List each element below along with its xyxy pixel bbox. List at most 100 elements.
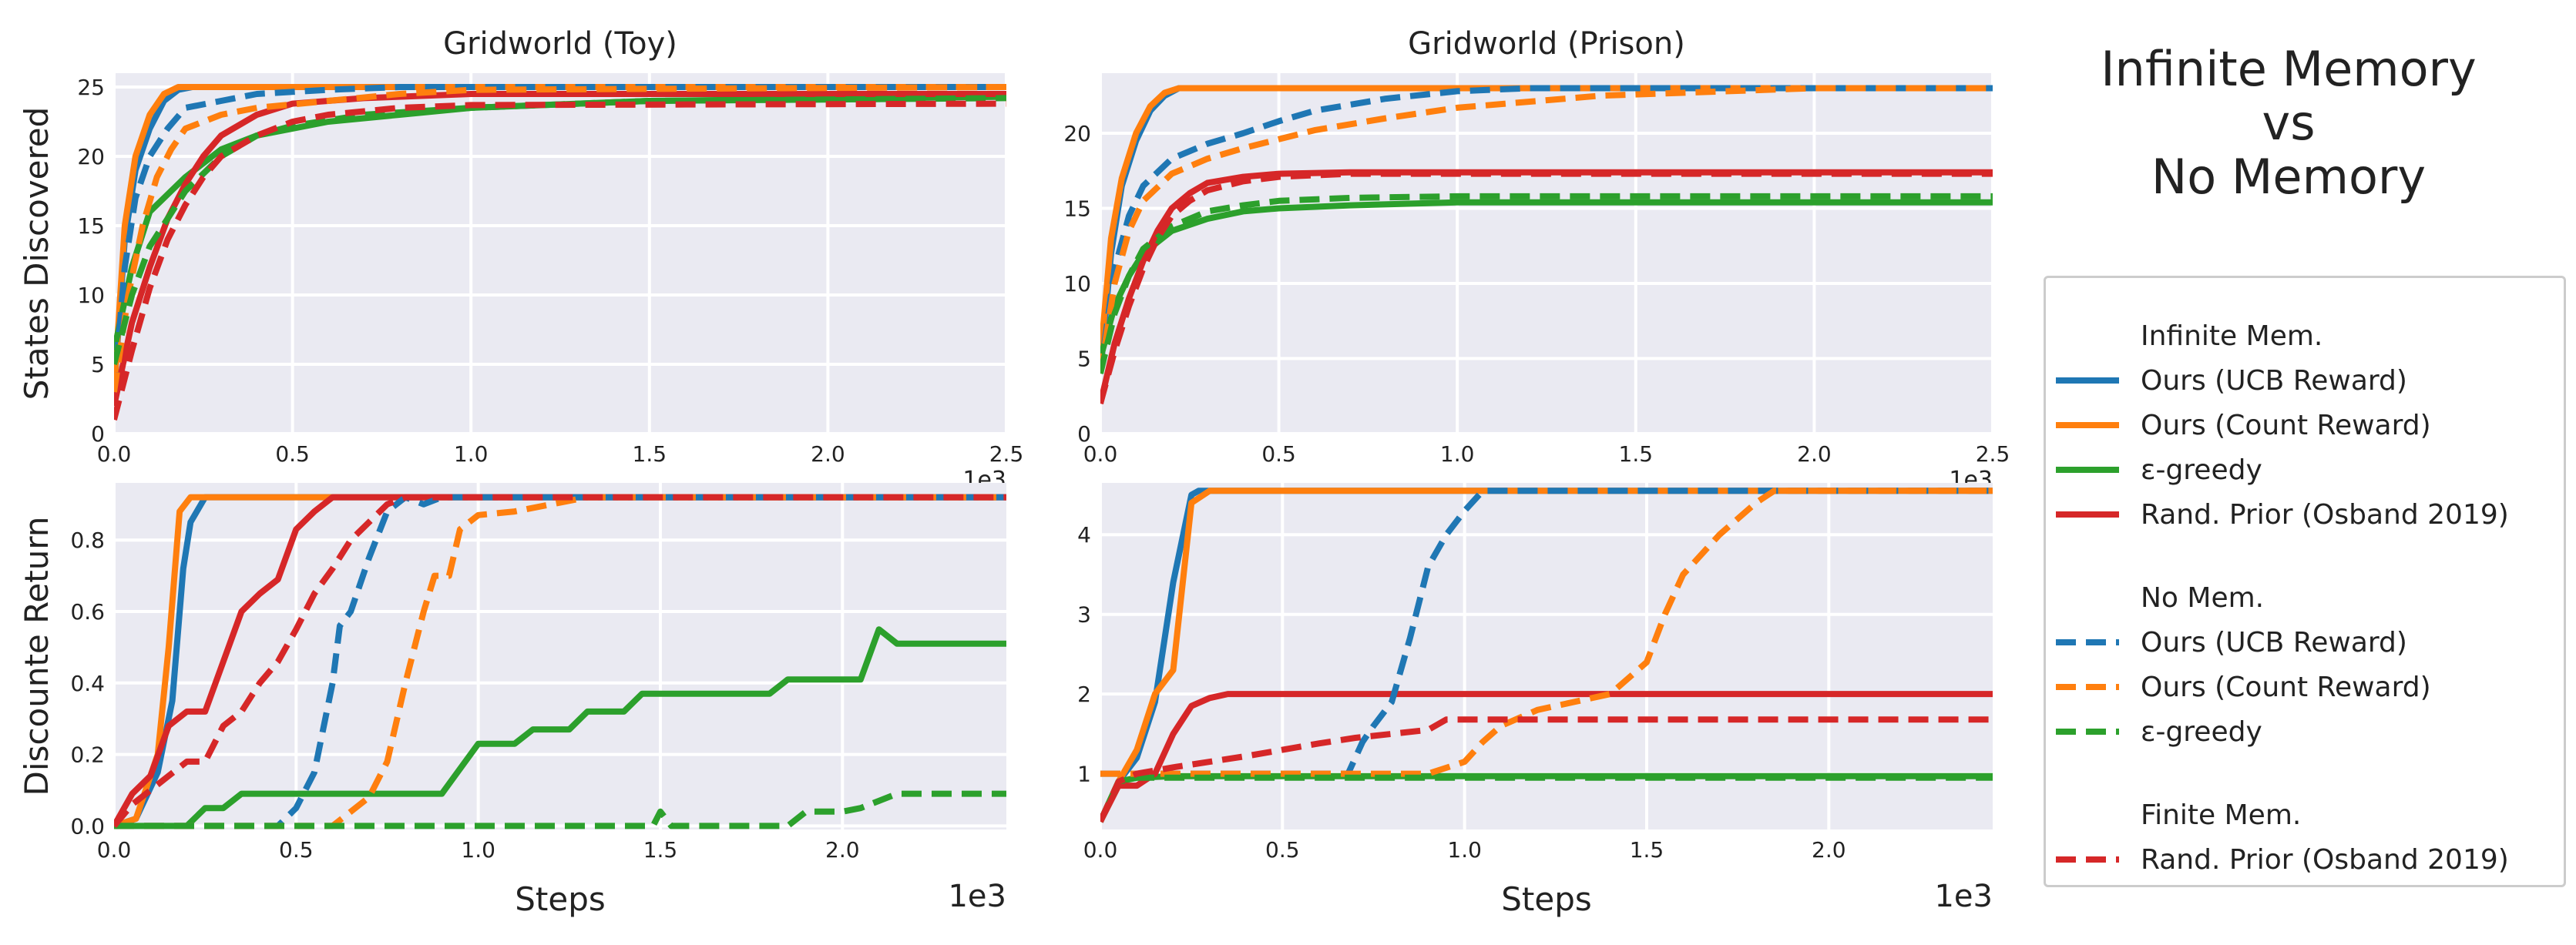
legend-label: Rand. Prior (Osband 2019) <box>2141 844 2509 876</box>
y-tick-label: 1 <box>1077 762 1091 787</box>
x-tick-label: 1.0 <box>1440 441 1475 467</box>
chart-toy-states: Ours (UCB Reward) - Infinite Mem.Ours (C… <box>18 26 1023 494</box>
x-tick-label: 2.0 <box>811 441 845 467</box>
series-line: Ours (Count Reward) - Infinite Mem. <box>1100 85 1993 359</box>
y-tick-label: 0.2 <box>70 742 105 768</box>
x-tick-label: 0.5 <box>1265 837 1300 863</box>
series-line: ε-greedy - No Mem. <box>114 790 1006 829</box>
series-line: Rand. Prior - Finite Mem. <box>1100 716 1993 823</box>
series-line: ε-greedy - Infinite Mem. <box>114 626 1006 829</box>
y-tick-label: 15 <box>77 213 105 239</box>
series-line: Rand. Prior - Infinite Mem. <box>114 494 1006 828</box>
series-group: Ours (UCB Reward) - Infinite Mem.Ours (C… <box>1100 488 1993 823</box>
legend-label: Rand. Prior (Osband 2019) <box>2141 499 2509 531</box>
series-line: Ours (UCB Reward) - No Mem. <box>1100 488 1993 777</box>
series-line: Rand. Prior - Finite Mem. <box>114 100 1006 421</box>
x-tick-label: 1.0 <box>454 441 489 467</box>
legend-group-header: Finite Mem. <box>2141 799 2301 831</box>
y-tick-label: 0.4 <box>70 671 105 696</box>
y-tick-label: 15 <box>1063 196 1091 222</box>
axis-offset-label: 1e3 <box>948 879 1006 914</box>
legend-label: Ours (Count Reward) <box>2141 410 2431 441</box>
x-axis-label: Steps <box>1501 880 1592 918</box>
x-tick-label: 0.0 <box>1083 441 1118 467</box>
y-tick-label: 0.8 <box>70 528 105 553</box>
x-tick-label: 0.5 <box>1261 441 1296 467</box>
x-tick-label: 1.0 <box>1447 837 1482 863</box>
legend-entries: Infinite Mem. Ours (UCB Reward) Ours (Coun… <box>2056 320 2509 876</box>
chart-title: Gridworld (Toy) <box>443 26 677 62</box>
series-line: ε-greedy - No Mem. <box>1100 774 1993 823</box>
y-tick-label: 10 <box>1063 271 1091 297</box>
series-group: Ours (UCB Reward) - Infinite Mem.Ours (C… <box>1100 85 1993 405</box>
legend-label: ε-greedy <box>2141 716 2262 748</box>
x-tick-label: 1.5 <box>1630 837 1664 863</box>
series-group: Ours (UCB Reward) - Infinite Mem.Ours (C… <box>114 84 1006 421</box>
y-tick-label: 2 <box>1077 682 1091 707</box>
y-tick-label: 0 <box>91 421 105 447</box>
y-tick-label: 5 <box>91 352 105 377</box>
series-line: Rand. Prior - Finite Mem. <box>1100 170 1993 405</box>
y-axis-label: Discounte Return <box>18 517 55 796</box>
x-tick-label: 0.5 <box>279 837 314 863</box>
legend-group-header: No Mem. <box>2141 582 2264 614</box>
legend-label: Ours (Count Reward) <box>2141 672 2431 703</box>
series-line: Ours (Count Reward) - No Mem. <box>114 84 1006 393</box>
y-axis-label: States Discovered <box>18 107 55 400</box>
x-tick-label: 2.0 <box>1797 441 1832 467</box>
series-line: Ours (UCB Reward) - No Mem. <box>114 494 1006 829</box>
y-tick-label: 25 <box>77 75 105 100</box>
x-tick-label: 1.0 <box>461 837 495 863</box>
x-tick-label: 2.5 <box>989 441 1024 467</box>
chart-title: Gridworld (Prison) <box>1408 26 1685 62</box>
x-tick-label: 2.0 <box>825 837 860 863</box>
figure-title-line2: vs <box>2262 95 2316 151</box>
figure-title-line1: Infinite Memory <box>2101 41 2477 97</box>
x-tick-label: 1.5 <box>643 837 678 863</box>
y-tick-label: 0.6 <box>70 599 105 625</box>
legend-label: Ours (UCB Reward) <box>2141 627 2407 658</box>
plot-background <box>114 73 1006 434</box>
legend-label: ε-greedy <box>2141 454 2262 486</box>
x-axis-label: Steps <box>515 880 606 918</box>
series-line: Ours (UCB Reward) - No Mem. <box>1100 85 1993 374</box>
y-tick-label: 10 <box>77 283 105 308</box>
series-line: Rand. Prior - Infinite Mem. <box>1100 691 1993 823</box>
series-group: Ours (UCB Reward) - Infinite Mem.Ours (C… <box>114 494 1006 829</box>
chart-prison-return: Ours (UCB Reward) - Infinite Mem.Ours (C… <box>1077 483 1993 918</box>
x-tick-label: 2.5 <box>1976 441 2010 467</box>
chart-toy-return: Ours (UCB Reward) - Infinite Mem.Ours (C… <box>18 483 1006 918</box>
y-tick-label: 0 <box>1077 421 1091 447</box>
x-tick-label: 0.5 <box>275 441 310 467</box>
y-tick-label: 4 <box>1077 522 1091 548</box>
series-line: Ours (UCB Reward) - No Mem. <box>114 84 1006 393</box>
figure-title-line3: No Memory <box>2151 149 2427 205</box>
plot-background <box>114 483 1006 829</box>
legend-label: Ours (UCB Reward) <box>2141 365 2407 397</box>
x-tick-label: 0.0 <box>97 837 132 863</box>
legend <box>2044 276 2566 887</box>
chart-prison-states: Ours (UCB Reward) - Infinite Mem.Ours (C… <box>1063 26 2010 494</box>
y-tick-label: 20 <box>1063 121 1091 146</box>
legend-group-header: Infinite Mem. <box>2141 320 2322 352</box>
x-tick-label: 0.0 <box>97 441 132 467</box>
y-tick-label: 0.0 <box>70 813 105 839</box>
plot-background <box>1100 483 1993 829</box>
y-tick-label: 20 <box>77 144 105 169</box>
x-tick-label: 2.0 <box>1812 837 1846 863</box>
axis-offset-label: 1e3 <box>1934 879 1993 914</box>
x-tick-label: 1.5 <box>633 441 667 467</box>
x-tick-label: 1.5 <box>1619 441 1654 467</box>
plot-background <box>1100 73 1993 434</box>
series-line: Ours (Count Reward) - Infinite Mem. <box>1100 488 1993 823</box>
y-tick-label: 3 <box>1077 602 1091 628</box>
series-line: Rand. Prior - Infinite Mem. <box>114 91 1006 407</box>
series-line: Ours (Count Reward) - No Mem. <box>1100 85 1993 374</box>
series-line: Ours (Count Reward) - No Mem. <box>1100 488 1993 777</box>
x-tick-label: 0.0 <box>1083 837 1118 863</box>
series-line: Ours (Count Reward) - Infinite Mem. <box>114 494 1006 829</box>
y-tick-label: 5 <box>1077 347 1091 372</box>
figure-title: Infinite Memory vs No Memory <box>2019 42 2558 204</box>
series-line: Ours (Count Reward) - Infinite Mem. <box>114 84 1006 393</box>
